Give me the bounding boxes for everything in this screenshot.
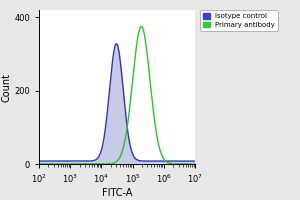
Y-axis label: Count: Count (2, 73, 11, 102)
X-axis label: FITC-A: FITC-A (102, 188, 132, 198)
Legend: Isotype control, Primary antibody: Isotype control, Primary antibody (200, 10, 278, 31)
